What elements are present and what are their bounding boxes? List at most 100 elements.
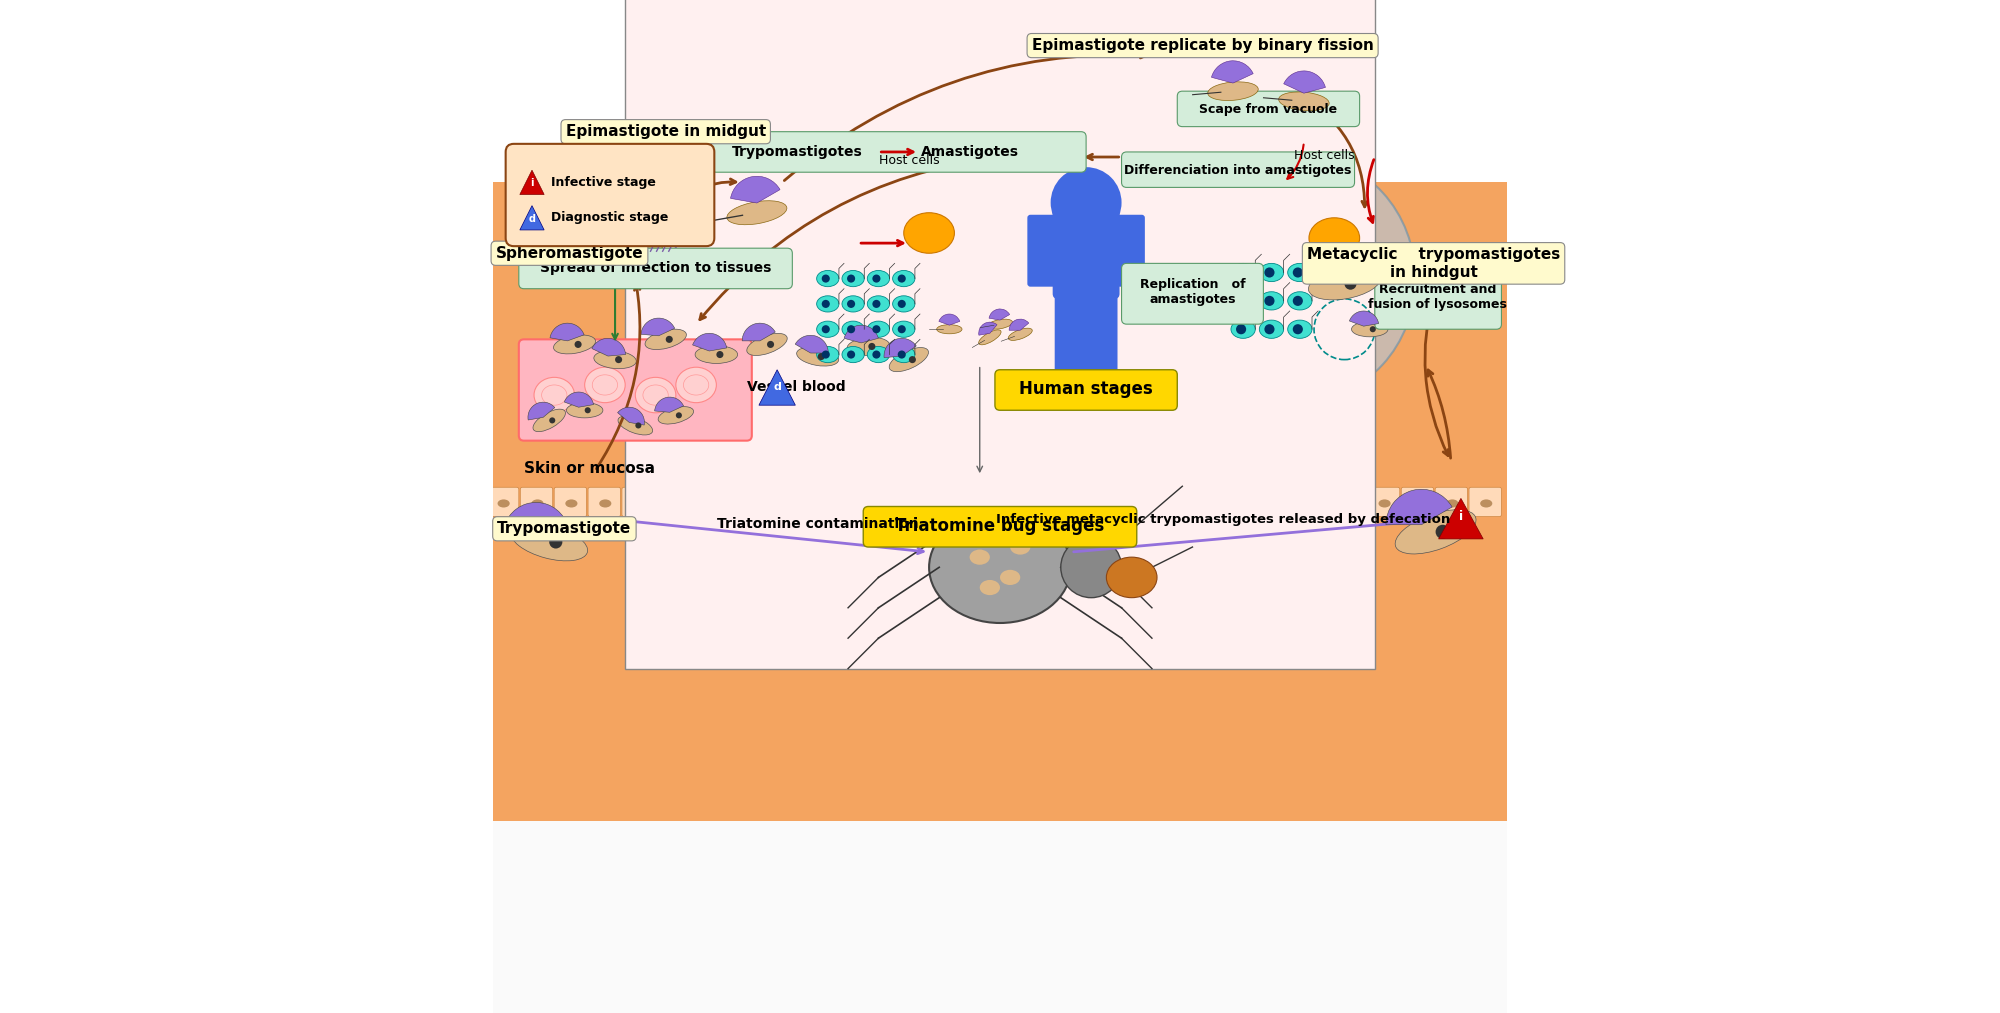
FancyBboxPatch shape xyxy=(994,487,1028,517)
Wedge shape xyxy=(550,323,584,340)
Ellipse shape xyxy=(816,270,838,287)
Circle shape xyxy=(822,325,830,333)
Circle shape xyxy=(848,300,856,308)
Circle shape xyxy=(1264,267,1274,278)
Ellipse shape xyxy=(734,499,746,508)
Circle shape xyxy=(1236,324,1246,334)
Text: Trypomastigote: Trypomastigote xyxy=(498,522,632,536)
Ellipse shape xyxy=(1008,328,1032,340)
Text: Triatomine contamination: Triatomine contamination xyxy=(716,517,918,531)
Ellipse shape xyxy=(532,499,544,508)
Ellipse shape xyxy=(980,579,1000,596)
FancyBboxPatch shape xyxy=(1054,281,1088,398)
FancyBboxPatch shape xyxy=(1374,263,1502,329)
Ellipse shape xyxy=(1108,499,1120,508)
Ellipse shape xyxy=(1000,569,1020,586)
Ellipse shape xyxy=(566,403,602,417)
FancyBboxPatch shape xyxy=(622,487,654,517)
Ellipse shape xyxy=(1276,499,1290,508)
FancyBboxPatch shape xyxy=(1164,487,1196,517)
Text: Infective stage: Infective stage xyxy=(552,176,656,188)
FancyBboxPatch shape xyxy=(554,487,586,517)
Wedge shape xyxy=(692,333,726,352)
Ellipse shape xyxy=(1208,82,1258,100)
Ellipse shape xyxy=(892,296,914,312)
FancyBboxPatch shape xyxy=(190,182,1810,821)
Text: Infective metacyclic trypomastigotes released by defecation: Infective metacyclic trypomastigotes rel… xyxy=(996,514,1450,526)
Ellipse shape xyxy=(870,499,882,508)
FancyBboxPatch shape xyxy=(518,339,752,441)
FancyBboxPatch shape xyxy=(1122,152,1354,187)
FancyBboxPatch shape xyxy=(960,487,994,517)
FancyBboxPatch shape xyxy=(1096,487,1128,517)
FancyBboxPatch shape xyxy=(486,487,518,517)
Ellipse shape xyxy=(1310,499,1322,508)
Ellipse shape xyxy=(1352,322,1388,336)
Circle shape xyxy=(574,340,582,347)
Circle shape xyxy=(872,350,880,359)
FancyBboxPatch shape xyxy=(864,506,1136,547)
Text: Host cells: Host cells xyxy=(878,154,940,167)
Ellipse shape xyxy=(498,499,510,508)
Wedge shape xyxy=(1350,311,1378,326)
Wedge shape xyxy=(938,314,960,325)
Wedge shape xyxy=(742,323,776,340)
Wedge shape xyxy=(1010,319,1028,330)
FancyBboxPatch shape xyxy=(758,487,790,517)
Ellipse shape xyxy=(658,406,694,424)
Polygon shape xyxy=(758,370,796,405)
Ellipse shape xyxy=(646,329,686,349)
Ellipse shape xyxy=(1060,537,1122,598)
Circle shape xyxy=(1264,296,1274,306)
Ellipse shape xyxy=(1446,499,1458,508)
Ellipse shape xyxy=(802,499,814,508)
Ellipse shape xyxy=(700,499,714,508)
Circle shape xyxy=(676,412,682,418)
Ellipse shape xyxy=(1230,320,1256,338)
Wedge shape xyxy=(654,397,684,412)
FancyBboxPatch shape xyxy=(190,192,1810,1013)
FancyBboxPatch shape xyxy=(712,132,1086,172)
Ellipse shape xyxy=(608,230,664,276)
Polygon shape xyxy=(520,170,544,194)
Circle shape xyxy=(848,275,856,283)
Ellipse shape xyxy=(978,330,1002,344)
Circle shape xyxy=(636,422,642,428)
Ellipse shape xyxy=(1106,557,1158,598)
Ellipse shape xyxy=(868,270,890,287)
FancyBboxPatch shape xyxy=(792,487,824,517)
Text: Scape from vacuole: Scape from vacuole xyxy=(1200,103,1338,115)
Ellipse shape xyxy=(868,346,890,363)
FancyBboxPatch shape xyxy=(656,487,688,517)
Circle shape xyxy=(768,340,774,347)
Ellipse shape xyxy=(892,270,914,287)
Text: Vessel blood: Vessel blood xyxy=(746,380,846,394)
Ellipse shape xyxy=(1396,510,1476,554)
Ellipse shape xyxy=(1074,499,1086,508)
Ellipse shape xyxy=(796,347,838,366)
FancyBboxPatch shape xyxy=(926,487,960,517)
Ellipse shape xyxy=(836,499,848,508)
Wedge shape xyxy=(730,176,780,203)
Circle shape xyxy=(898,275,906,283)
FancyBboxPatch shape xyxy=(1062,487,1094,517)
Circle shape xyxy=(1436,525,1450,539)
Ellipse shape xyxy=(788,157,990,390)
Ellipse shape xyxy=(936,324,962,333)
FancyBboxPatch shape xyxy=(1028,215,1060,287)
Ellipse shape xyxy=(676,368,716,402)
FancyBboxPatch shape xyxy=(994,370,1178,410)
Wedge shape xyxy=(978,322,998,335)
Wedge shape xyxy=(510,502,568,538)
Ellipse shape xyxy=(1378,499,1390,508)
Circle shape xyxy=(822,350,830,359)
Ellipse shape xyxy=(1040,499,1052,508)
Ellipse shape xyxy=(816,321,838,337)
Ellipse shape xyxy=(666,499,680,508)
Text: Replication   of
amastigotes: Replication of amastigotes xyxy=(1140,278,1246,306)
Text: Host cells: Host cells xyxy=(1294,149,1354,162)
Text: Recruitment and
fusion of lysosomes: Recruitment and fusion of lysosomes xyxy=(1368,283,1508,311)
FancyBboxPatch shape xyxy=(1300,487,1332,517)
Circle shape xyxy=(868,342,876,349)
Ellipse shape xyxy=(1260,320,1284,338)
